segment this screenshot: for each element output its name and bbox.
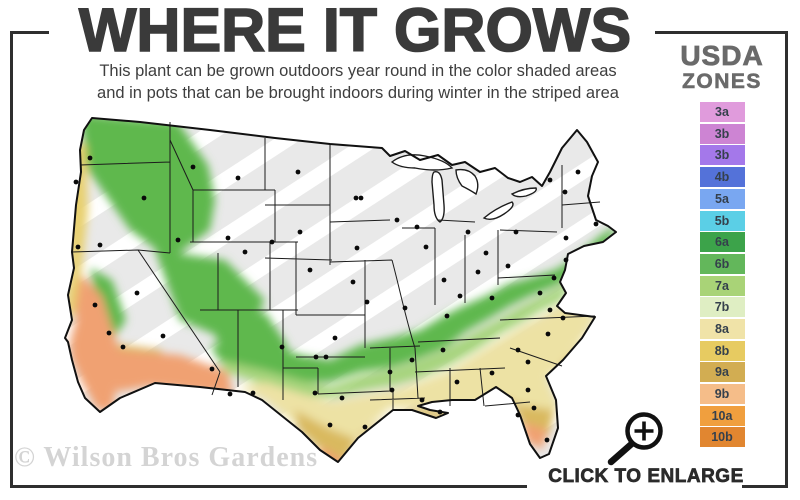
legend-title-usda: USDA xyxy=(680,40,764,71)
zone-chip-6a: 6a xyxy=(699,232,745,253)
subtitle: This plant can be grown outdoors year ro… xyxy=(58,61,658,105)
frame-border-bottom-right xyxy=(742,485,788,488)
usda-zones-legend: USDA ZONES 3a 3b 3b 4b 5a 5b 6a 6b 7a 7b 8a 8b 9a 9b 1… xyxy=(656,40,788,449)
frame-border-bottom-left xyxy=(10,485,527,488)
subtitle-line-1: This plant can be grown outdoors year ro… xyxy=(99,62,617,80)
zone-chip-7a: 7a xyxy=(699,275,745,296)
us-outline xyxy=(64,117,617,463)
watermark: © Wilson Bros Gardens xyxy=(14,442,319,473)
zone-chip-3a: 3a xyxy=(699,102,745,123)
frame-border-right xyxy=(785,31,788,488)
zone-chip-3b: 3b xyxy=(699,123,745,144)
zone-chip-3b: 3b xyxy=(699,145,745,166)
zone-chip-10a: 10a xyxy=(699,405,745,426)
frame-border-top-left xyxy=(10,31,49,34)
zone-chip-9b: 9b xyxy=(699,384,745,405)
zone-chip-5a: 5a xyxy=(699,188,745,209)
magnifier-zoom-in-icon[interactable] xyxy=(598,404,680,468)
zone-chip-10b: 10b xyxy=(699,427,745,448)
frame-border-left xyxy=(10,31,13,488)
zone-chip-6b: 6b xyxy=(699,253,745,274)
subtitle-line-2: and in pots that can be brought indoors … xyxy=(97,83,619,102)
zone-chip-7b: 7b xyxy=(699,297,745,318)
zone-chip-4b: 4b xyxy=(699,167,745,188)
zone-chip-5b: 5b xyxy=(699,210,745,231)
click-to-enlarge-label[interactable]: CLICK TO ENLARGE xyxy=(548,466,744,488)
zone-chip-8a: 8a xyxy=(699,318,745,339)
frame-border-top-right xyxy=(655,31,788,34)
zone-color-scale: 3a 3b 3b 4b 5a 5b 6a 6b 7a 7b 8a 8b 9a 9b 10a 10b xyxy=(656,102,788,448)
us-map-svg xyxy=(64,117,617,463)
us-grow-zone-map[interactable] xyxy=(60,110,660,475)
zone-chip-8b: 8b xyxy=(699,340,745,361)
city-dots xyxy=(73,155,599,443)
page-title: WHERE IT GROWS xyxy=(78,0,632,64)
legend-title-zones: ZONES xyxy=(682,70,762,94)
great-lakes xyxy=(390,154,537,223)
zone-chip-9a: 9a xyxy=(699,362,745,383)
